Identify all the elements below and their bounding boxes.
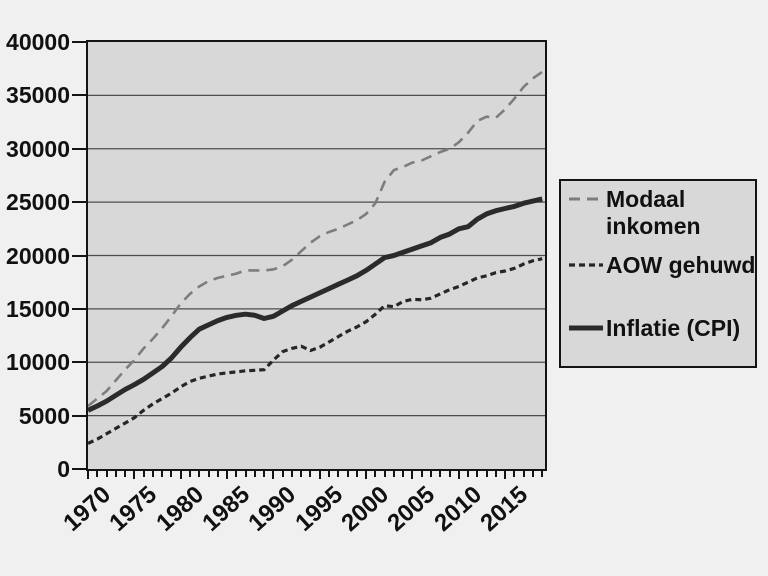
- y-axis-tick: [72, 254, 86, 257]
- x-axis-label: 1975: [104, 481, 163, 537]
- y-axis-label: 40000: [6, 29, 70, 55]
- x-axis-tick: [263, 471, 266, 477]
- x-axis-tick: [513, 471, 516, 477]
- legend: Modaal inkomen AOW gehuwd Inflatie (CPI): [559, 179, 757, 368]
- legend-label: Modaal inkomen: [606, 186, 701, 239]
- y-axis-label: 10000: [6, 349, 70, 376]
- x-axis-tick: [476, 471, 479, 477]
- x-axis-tick: [504, 471, 507, 479]
- plot-area: [86, 40, 547, 471]
- x-axis-tick: [494, 471, 497, 477]
- y-axis-tick: [72, 147, 86, 150]
- x-axis-tick: [429, 471, 432, 477]
- x-axis-tick: [346, 471, 349, 477]
- x-axis-tick: [188, 471, 191, 477]
- x-axis-tick: [365, 471, 368, 479]
- x-axis-label: 2015: [475, 481, 534, 537]
- x-axis-tick: [467, 471, 470, 477]
- y-axis-tick: [72, 414, 86, 417]
- x-axis-label: 1995: [290, 481, 348, 537]
- y-axis-label: 15000: [6, 295, 70, 322]
- y-axis-tick: [72, 41, 86, 43]
- series-line-aow: [88, 257, 543, 445]
- x-axis-tick: [161, 471, 164, 477]
- x-axis-tick: [114, 471, 117, 477]
- y-axis-tick: [72, 307, 86, 310]
- x-axis-tick: [105, 471, 108, 477]
- x-axis-tick: [485, 471, 488, 477]
- x-axis-tick: [142, 471, 145, 477]
- legend-item-modaal-inkomen: Modaal inkomen: [568, 186, 753, 240]
- x-axis-tick: [328, 471, 330, 477]
- x-axis-label: 1980: [151, 481, 209, 537]
- x-axis-tick: [290, 471, 293, 477]
- x-axis-tick: [272, 471, 275, 479]
- x-axis-label: 1990: [243, 481, 302, 537]
- x-axis-tick: [337, 471, 340, 477]
- y-axis-label: 30000: [6, 135, 70, 162]
- x-axis-tick: [420, 471, 423, 477]
- x-axis-tick: [318, 471, 321, 479]
- x-axis-tick: [355, 471, 358, 477]
- x-axis-tick: [531, 471, 534, 477]
- x-axis-tick: [300, 471, 303, 477]
- x-axis-tick: [411, 471, 414, 479]
- x-axis-tick: [198, 471, 201, 477]
- x-axis-tick: [439, 471, 442, 477]
- x-axis-tick: [392, 471, 395, 477]
- x-axis-tick: [133, 471, 136, 479]
- x-axis-tick: [541, 471, 544, 477]
- x-axis-tick: [457, 471, 460, 479]
- x-axis-tick: [402, 471, 405, 477]
- x-axis-tick: [96, 471, 99, 477]
- plot-canvas: [88, 70, 545, 445]
- x-axis-tick: [235, 471, 238, 477]
- x-axis-label: 2010: [429, 481, 487, 537]
- y-axis-label: 20000: [6, 242, 70, 269]
- legend-label: AOW gehuwd: [606, 252, 756, 278]
- y-axis-tick: [72, 201, 86, 204]
- x-axis-tick: [226, 471, 229, 479]
- x-axis-tick: [374, 471, 377, 477]
- x-axis-tick: [87, 471, 89, 479]
- y-axis-tick: [72, 361, 86, 364]
- y-axis-tick: [72, 468, 86, 470]
- x-axis-tick: [448, 471, 451, 477]
- series-line-modaal: [88, 70, 543, 408]
- x-axis-label: 2005: [382, 481, 441, 537]
- x-axis-tick: [253, 471, 256, 477]
- x-axis-tick: [151, 471, 154, 477]
- y-axis-label: 5000: [18, 402, 70, 429]
- legend-line-sample-aow: [569, 263, 603, 267]
- series-line-inflatie: [88, 196, 543, 413]
- legend-line-sample-inflatie: [569, 325, 603, 331]
- x-axis-tick: [207, 471, 210, 477]
- x-axis-tick: [383, 471, 386, 477]
- x-axis-tick: [522, 471, 525, 477]
- x-axis-tick: [170, 471, 173, 477]
- x-axis-tick: [309, 471, 312, 477]
- x-axis-tick: [179, 471, 182, 479]
- x-axis-tick: [124, 471, 127, 477]
- y-axis-label: 25000: [6, 189, 70, 216]
- legend-line-sample-modaal: [569, 197, 603, 201]
- x-axis-tick: [216, 471, 219, 477]
- x-axis-label: 1985: [197, 481, 256, 537]
- y-axis-label: 0: [57, 456, 70, 482]
- x-axis-tick: [244, 471, 247, 477]
- x-axis-tick: [281, 471, 284, 477]
- x-axis-label: 1970: [58, 481, 117, 537]
- legend-item-inflatie-cpi: Inflatie (CPI): [568, 315, 753, 342]
- legend-item-aow-gehuwd: AOW gehuwd: [568, 252, 756, 279]
- legend-label: Inflatie (CPI): [606, 315, 741, 341]
- x-axis-label: 2000: [336, 481, 395, 537]
- y-axis-tick: [72, 94, 86, 97]
- y-axis-label: 35000: [6, 82, 70, 109]
